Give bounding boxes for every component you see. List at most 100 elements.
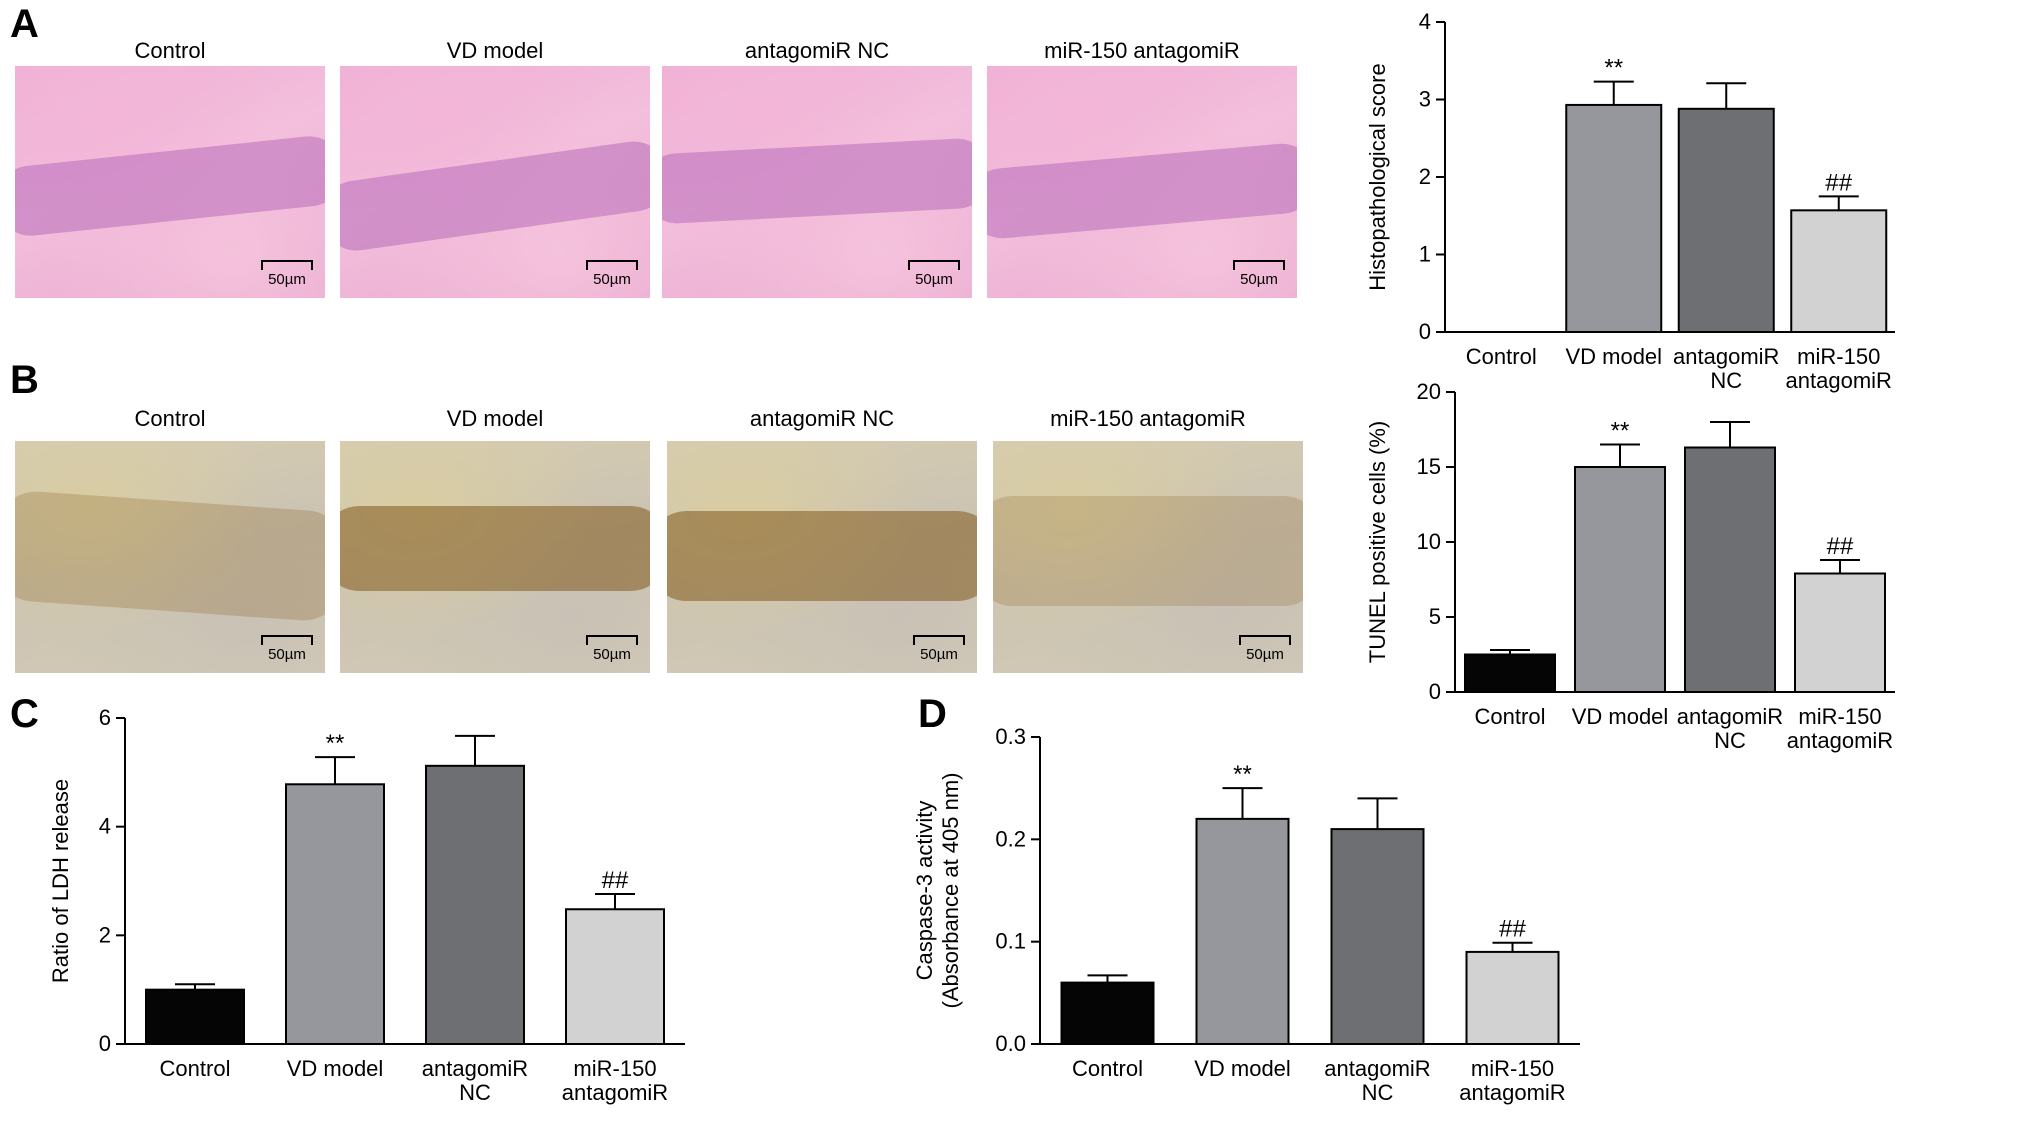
y-tick-label: 0.2 — [995, 826, 1026, 851]
tunel-micrograph-vd-model: 50µm — [340, 441, 650, 673]
y-tick-label: 20 — [1417, 379, 1441, 404]
bar — [1794, 572, 1886, 693]
scale-bar: 50µm — [1233, 260, 1285, 288]
significance-marker: ## — [1827, 533, 1854, 560]
panel-label-a: A — [10, 2, 39, 46]
significance-marker: ## — [602, 867, 629, 894]
x-tick-label: VD model — [1194, 1056, 1291, 1081]
bar — [285, 783, 385, 1046]
scale-bar: 50µm — [261, 635, 313, 663]
bar — [1464, 653, 1556, 693]
micrograph-title: Control — [134, 406, 206, 431]
x-tick-label: antagomiR — [1677, 704, 1783, 729]
micrograph-title: antagomiR NC — [749, 406, 895, 431]
x-tick-label: antagomiR — [1459, 1080, 1565, 1105]
bar — [1465, 950, 1560, 1045]
scale-bar-label: 50µm — [268, 646, 306, 663]
y-tick-label: 0 — [99, 1031, 111, 1056]
scale-bar-label: 50µm — [593, 271, 631, 288]
histopathological-score-chart: 0 1 2 3 4 Histopathological score Control ** VD … — [1365, 9, 1895, 393]
scale-bar-label: 50µm — [593, 646, 631, 663]
bar — [1060, 981, 1155, 1046]
micrograph-title: antagomiR NC — [744, 38, 890, 63]
he-micrograph-antagomir-nc: 50µm — [662, 66, 972, 298]
bar — [1684, 446, 1776, 693]
he-micrograph-vd-model: 50µm — [340, 66, 650, 298]
panel-label-c: C — [10, 692, 39, 736]
micrograph-title: miR-150 antagomiR — [1044, 38, 1240, 63]
bar — [1677, 107, 1775, 333]
x-tick-label: NC — [1710, 368, 1742, 393]
panel-label-b: B — [10, 358, 39, 402]
x-tick-label: NC — [1714, 728, 1746, 753]
y-tick-label: 4 — [99, 814, 111, 839]
micrograph-title: VD model — [446, 406, 544, 431]
significance-marker: ## — [1499, 916, 1526, 943]
y-axis-label: Histopathological score — [1365, 63, 1390, 290]
x-tick-label: VD model — [1565, 344, 1662, 369]
y-tick-label: 4 — [1419, 9, 1431, 34]
tunel-positive-cells-chart: 0 5 10 15 20 TUNEL positive cells (%) Control *… — [1365, 379, 1895, 753]
y-tick-label: 15 — [1417, 454, 1441, 479]
y-tick-label: 10 — [1417, 529, 1441, 554]
bar — [425, 764, 525, 1046]
significance-marker: ** — [326, 730, 345, 757]
x-tick-label: miR-150 — [1798, 704, 1881, 729]
tunel-micrograph-antagomir-nc: 50µm — [667, 441, 977, 673]
significance-marker: ## — [1825, 169, 1852, 196]
y-tick-label: 0.3 — [995, 724, 1026, 749]
y-axis-label: Caspase-3 activity — [915, 801, 937, 981]
scale-bar-label: 50µm — [915, 271, 953, 288]
y-tick-label: 6 — [99, 705, 111, 730]
x-tick-label: VD model — [1572, 704, 1669, 729]
scale-bar: 50µm — [1239, 635, 1291, 663]
bar — [1574, 466, 1666, 693]
y-tick-label: 1 — [1419, 242, 1431, 267]
tunel-micrograph-control: 50µm — [15, 441, 325, 673]
x-tick-label: miR-150 — [1471, 1056, 1554, 1081]
he-micrograph-control: 50µm — [15, 66, 325, 298]
x-tick-label: Control — [1072, 1056, 1143, 1081]
micrograph-title: Control — [134, 38, 206, 63]
y-tick-label: 3 — [1419, 87, 1431, 112]
scale-bar: 50µm — [908, 260, 960, 288]
bar — [145, 988, 245, 1045]
x-tick-label: Control — [1475, 704, 1546, 729]
x-tick-label: NC — [459, 1080, 491, 1105]
x-tick-label: antagomiR — [1673, 344, 1779, 369]
scale-bar-label: 50µm — [1246, 646, 1284, 663]
bar — [1565, 103, 1663, 333]
micrograph-title: VD model — [446, 38, 544, 63]
bar — [1195, 817, 1290, 1045]
x-tick-label: miR-150 — [1797, 344, 1880, 369]
x-tick-label: antagomiR — [422, 1056, 528, 1081]
y-tick-label: 0.1 — [995, 929, 1026, 954]
x-tick-label: antagomiR — [1787, 728, 1893, 753]
scale-bar: 50µm — [913, 635, 965, 663]
bar — [1790, 209, 1888, 333]
y-tick-label: 0 — [1429, 679, 1441, 704]
scale-bar-label: 50µm — [1240, 271, 1278, 288]
micrograph-title: miR-150 antagomiR — [1050, 406, 1246, 431]
x-tick-label: VD model — [287, 1056, 384, 1081]
x-tick-label: antagomiR — [1324, 1056, 1430, 1081]
scale-bar: 50µm — [586, 260, 638, 288]
x-tick-label: miR-150 — [573, 1056, 656, 1081]
significance-marker: ** — [1604, 55, 1623, 82]
significance-marker: ** — [1233, 761, 1252, 788]
ldh-release-chart: 0 2 4 6 Ratio of LDH release Control ** VD mode… — [48, 705, 685, 1105]
y-tick-label: 0.0 — [995, 1031, 1026, 1056]
x-tick-label: antagomiR — [562, 1080, 668, 1105]
x-tick-label: Control — [1466, 344, 1537, 369]
y-axis-label: (Absorbance at 405 nm) — [938, 772, 963, 1008]
y-axis-label: TUNEL positive cells (%) — [1365, 421, 1390, 663]
y-tick-label: 0 — [1419, 319, 1431, 344]
significance-marker: ** — [1611, 418, 1630, 445]
y-tick-label: 5 — [1429, 604, 1441, 629]
bar — [1330, 828, 1425, 1045]
tunel-micrograph-mir150-antagomir: 50µm — [993, 441, 1303, 673]
caspase-3-activity-chart: 0.0 0.1 0.2 0.3 Caspase-3 activity (Absorbanc… — [915, 724, 1580, 1105]
panel-label-d: D — [918, 692, 947, 736]
x-tick-label: Control — [160, 1056, 231, 1081]
y-tick-label: 2 — [99, 922, 111, 947]
